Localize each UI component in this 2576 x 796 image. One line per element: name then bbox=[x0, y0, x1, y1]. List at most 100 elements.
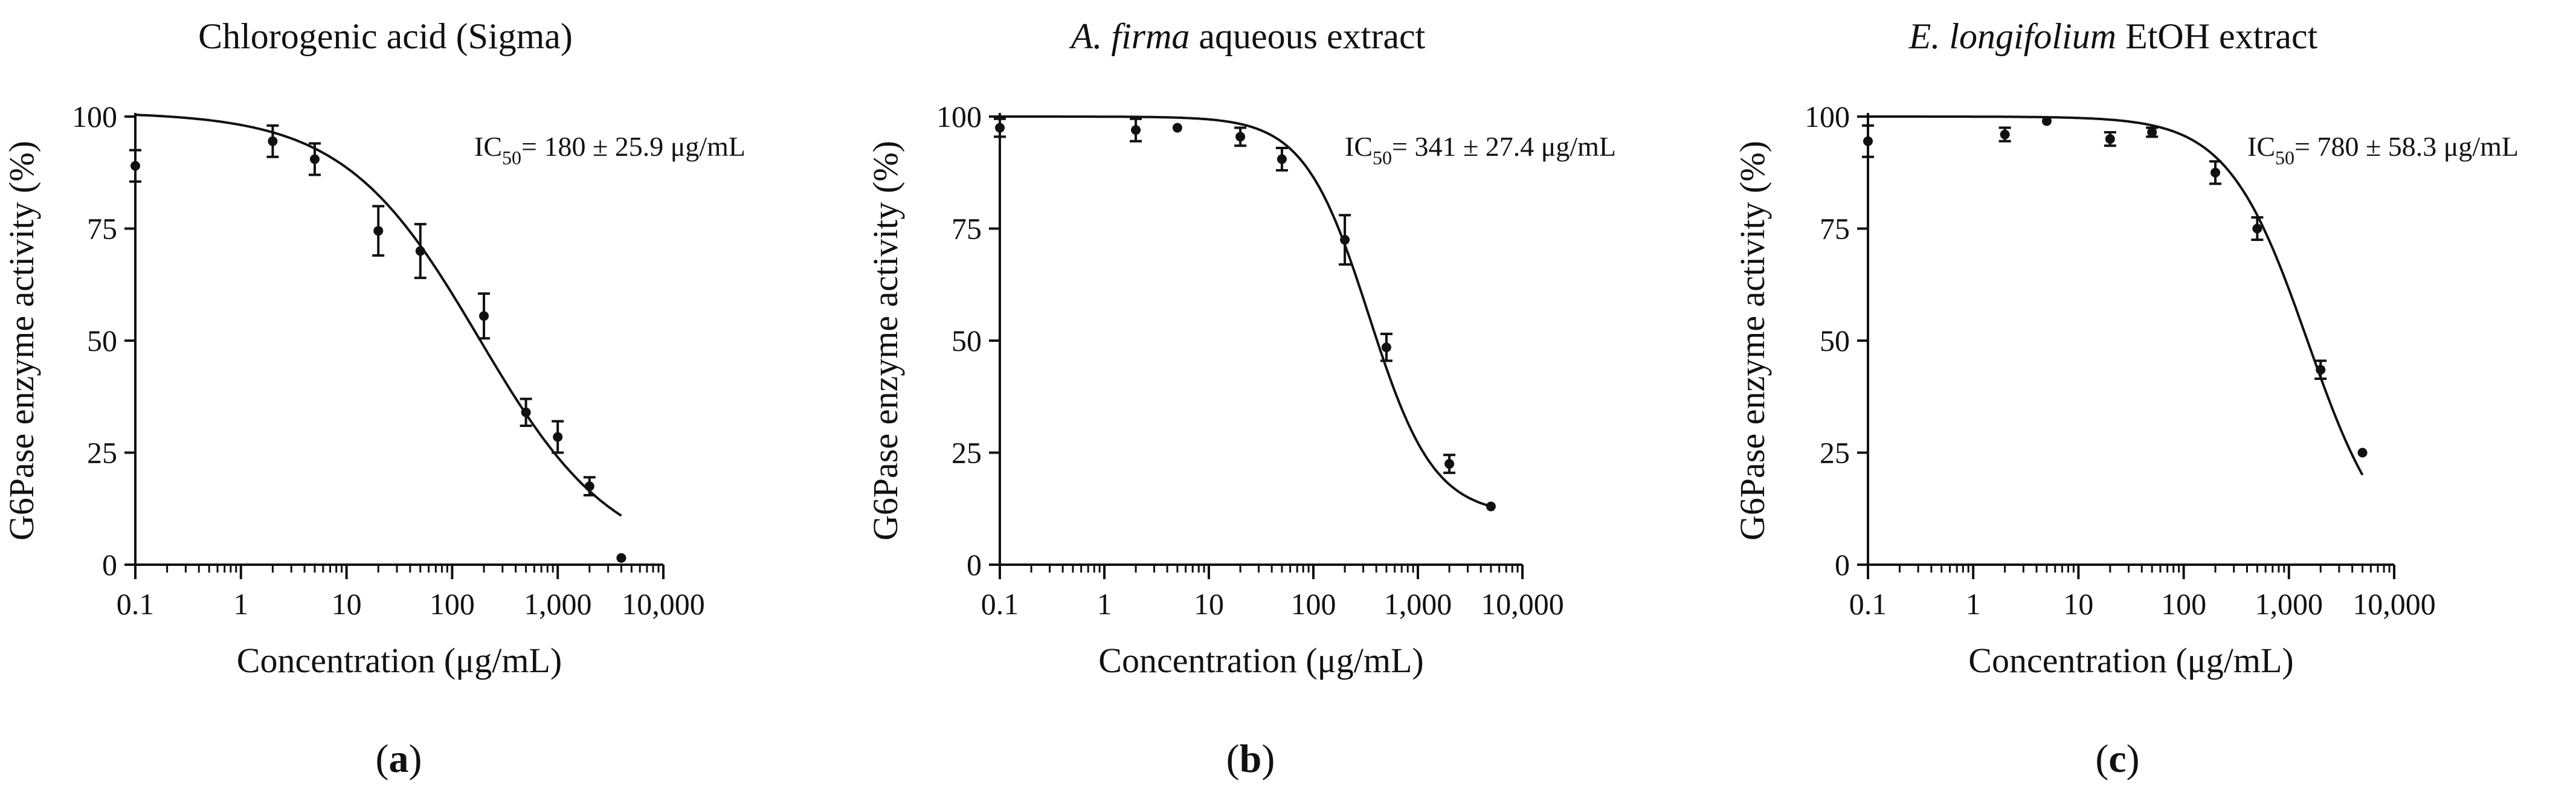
data-marker bbox=[2105, 134, 2115, 144]
data-point bbox=[1130, 117, 1142, 143]
y-tick-label: 75 bbox=[1820, 212, 1850, 246]
data-point bbox=[1862, 124, 1874, 158]
ic50-value: = 780 ± 58.3 μg/mL bbox=[2294, 131, 2519, 162]
data-marker bbox=[373, 226, 384, 236]
y-tick-label: 25 bbox=[87, 436, 117, 470]
x-tick-label: 1,000 bbox=[2255, 587, 2323, 621]
panel-label-open: ( bbox=[376, 737, 389, 781]
data-marker bbox=[1172, 123, 1182, 133]
chart-title-italic: E. longifolium bbox=[1908, 16, 2116, 56]
data-marker bbox=[2316, 365, 2326, 375]
data-marker bbox=[309, 154, 320, 164]
data-point bbox=[1443, 454, 1456, 474]
ic50-value: = 180 ± 25.9 μg/mL bbox=[521, 131, 745, 162]
data-point bbox=[2104, 130, 2116, 147]
data-point bbox=[520, 397, 532, 427]
ic50-subscript: 50 bbox=[502, 147, 521, 169]
x-tick-label: 1,000 bbox=[524, 587, 592, 621]
data-marker bbox=[130, 161, 140, 171]
data-marker bbox=[2211, 167, 2221, 178]
fit-curve bbox=[135, 114, 622, 517]
fit-curve bbox=[1868, 115, 2364, 476]
panel-label-close: ) bbox=[2127, 737, 2140, 781]
x-tick-label: 10,000 bbox=[1481, 587, 1564, 621]
y-tick-label: 100 bbox=[936, 100, 982, 133]
y-axis-label: G6Pase enzyme activity (%) bbox=[866, 141, 905, 541]
y-tick-label: 50 bbox=[1820, 324, 1850, 358]
x-tick-label: 0.1 bbox=[1849, 587, 1887, 621]
y-axis-label: G6Pase enzyme activity (%) bbox=[1733, 141, 1772, 541]
x-tick-label: 1 bbox=[233, 587, 248, 621]
panel-c: E. longifolium EtOH extract 0 25 50 75 100 0.1… bbox=[1733, 16, 2519, 781]
data-point bbox=[1172, 123, 1182, 133]
data-point bbox=[1275, 146, 1288, 172]
x-tick-label: 100 bbox=[2161, 587, 2206, 621]
data-marker bbox=[1486, 501, 1496, 512]
data-marker bbox=[2357, 448, 2368, 458]
data-marker bbox=[1381, 342, 1391, 353]
panel-b: A. firma aqueous extract 0 25 50 75 100 0.1 1 10… bbox=[866, 16, 1616, 781]
data-point bbox=[2209, 160, 2222, 185]
x-axis-label: Concentration (μg/mL) bbox=[1968, 641, 2293, 680]
x-tick-label: 10,000 bbox=[2352, 587, 2436, 621]
data-marker bbox=[479, 311, 489, 321]
data-marker bbox=[521, 407, 531, 417]
y-tick-label: 100 bbox=[1805, 100, 1850, 133]
data-marker bbox=[1863, 136, 1873, 146]
y-tick-label: 25 bbox=[1820, 436, 1850, 470]
data-point bbox=[1998, 126, 2011, 143]
data-marker bbox=[2252, 223, 2262, 234]
ic50-prefix: IC bbox=[2247, 131, 2275, 162]
y-axis-label: G6Pase enzyme activity (%) bbox=[2, 141, 41, 541]
x-tick-label: 100 bbox=[430, 587, 475, 621]
ic50-subscript: 50 bbox=[2275, 147, 2294, 169]
x-tick-label: 10,000 bbox=[622, 587, 705, 621]
x-tick-label: 10 bbox=[1194, 587, 1224, 621]
chart-title-text: Chlorogenic acid (Sigma) bbox=[198, 16, 573, 56]
chart-title-italic: A. firma bbox=[1069, 16, 1190, 56]
y-tick-label: 100 bbox=[72, 100, 117, 133]
data-marker bbox=[1131, 125, 1141, 135]
data-point bbox=[308, 142, 321, 176]
data-marker bbox=[2147, 127, 2157, 137]
data-point bbox=[2251, 216, 2264, 242]
panel-label-letter: a bbox=[389, 737, 409, 781]
x-tick-label: 0.1 bbox=[117, 587, 155, 621]
x-tick-label: 1 bbox=[1966, 587, 1981, 621]
data-point bbox=[2357, 448, 2368, 458]
y-tick-label: 50 bbox=[87, 324, 117, 358]
data-point bbox=[129, 149, 141, 183]
chart-title-text: aqueous extract bbox=[1190, 16, 1425, 56]
data-point bbox=[1380, 332, 1393, 362]
data-point bbox=[1339, 214, 1351, 266]
data-point bbox=[2041, 116, 2052, 126]
data-marker bbox=[2041, 116, 2052, 126]
x-tick-label: 0.1 bbox=[981, 587, 1019, 621]
data-marker bbox=[584, 481, 594, 492]
fit-curve bbox=[1000, 115, 1492, 508]
data-marker bbox=[616, 553, 626, 563]
y-tick-label: 25 bbox=[952, 436, 982, 470]
panel-label: (a) bbox=[376, 737, 422, 781]
data-point bbox=[583, 476, 596, 496]
data-marker bbox=[1444, 459, 1455, 469]
data-point bbox=[2314, 359, 2327, 380]
panel-a: Chlorogenic acid (Sigma) 0 25 50 75 100 0.1 1 10… bbox=[2, 16, 745, 781]
panel-label-letter: c bbox=[2108, 737, 2126, 781]
panel-label: (b) bbox=[1226, 737, 1275, 781]
ic50-annotation: IC50= 180 ± 25.9 μg/mL bbox=[474, 131, 745, 169]
data-marker bbox=[553, 432, 563, 442]
y-tick-label: 75 bbox=[87, 212, 117, 246]
x-axis-label: Concentration (μg/mL) bbox=[1098, 641, 1423, 680]
data-marker bbox=[415, 246, 425, 256]
panel-label-close: ) bbox=[1261, 737, 1275, 781]
y-tick-label: 0 bbox=[102, 548, 117, 582]
chart-title-text: EtOH extract bbox=[2116, 16, 2318, 56]
panel-label-letter: b bbox=[1240, 737, 1262, 781]
data-point bbox=[372, 205, 385, 257]
data-marker bbox=[995, 123, 1005, 133]
x-tick-label: 1 bbox=[1097, 587, 1112, 621]
panel-label-close: ) bbox=[409, 737, 422, 781]
data-point bbox=[1486, 501, 1496, 512]
ic50-subscript: 50 bbox=[1373, 147, 1392, 169]
